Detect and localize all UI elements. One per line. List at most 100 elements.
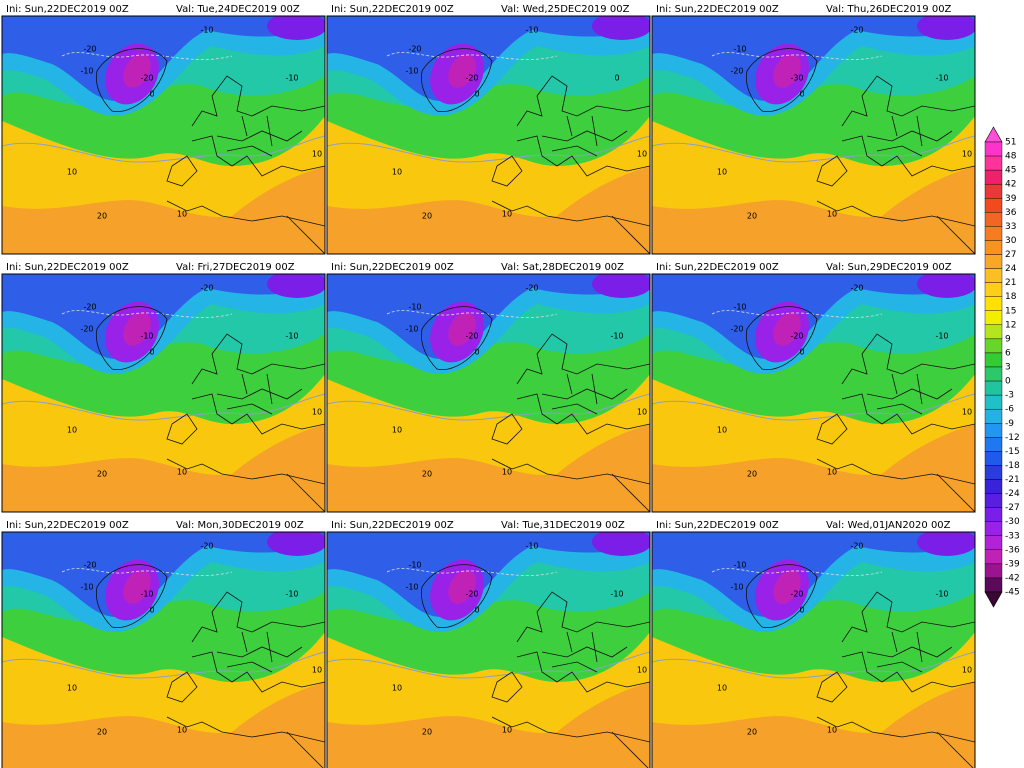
colorbar-box	[984, 338, 1003, 354]
colorbar-box	[984, 549, 1003, 565]
contour-label: -10	[408, 303, 421, 312]
map-panel: Ini: Sun,22DEC2019 00Z Val: Tue,24DEC2019…	[1, 4, 327, 255]
contour-label: -10	[610, 590, 623, 599]
contour-label: 20	[747, 212, 757, 221]
colorbar-box	[984, 198, 1003, 213]
colorbar-box	[984, 169, 1003, 185]
temperature-field	[327, 528, 652, 768]
temperature-field	[2, 270, 327, 512]
contour-label: -20	[140, 74, 153, 83]
contour-label: 10	[312, 666, 322, 675]
valid-time: Val: Sun,29DEC2019 00Z	[826, 262, 952, 273]
contour-label: -10	[405, 67, 418, 76]
colorbar-box	[984, 155, 1003, 171]
map-border	[326, 273, 651, 513]
contour-label: -10	[200, 26, 213, 35]
contour-label: 10	[637, 666, 647, 675]
colorbar-label: 30	[1005, 236, 1017, 246]
colorbar-box	[984, 240, 1003, 255]
colorbar-box	[984, 451, 1003, 466]
colorbar-label: -36	[1005, 545, 1020, 555]
map: -20 -20 -20 -10 0 -10 10 10 20 10	[1, 270, 327, 513]
map-panel: Ini: Sun,22DEC2019 00Z Val: Fri,27DEC2019…	[1, 262, 327, 513]
colorbar-top-arrow	[984, 126, 1003, 143]
colorbar-label: 36	[1005, 208, 1017, 218]
colorbar-box	[984, 282, 1003, 297]
colorbar-box	[984, 324, 1003, 340]
map: -20 -10 -10 -20 0 -10 10 10 20 10	[1, 12, 327, 255]
contour-label: -10	[80, 583, 93, 592]
contour-label: -10	[285, 332, 298, 341]
colorbar-label: 33	[1005, 222, 1016, 232]
colorbar-box	[984, 296, 1003, 311]
contour-label: 10	[177, 726, 187, 735]
colorbar-label: 6	[1005, 348, 1011, 358]
contour-label: -10	[80, 67, 93, 76]
colorbar-box	[984, 479, 1003, 494]
contour-label: 10	[827, 468, 837, 477]
contour-label: -10	[525, 542, 538, 551]
colorbar: 51484542393633302724211815129630-3-6-9-1…	[984, 126, 1020, 608]
colorbar-label: 51	[1005, 138, 1016, 148]
contour-label: -20	[83, 303, 96, 312]
contour-label: 10	[717, 168, 727, 177]
map-panel: Ini: Sun,22DEC2019 00Z Val: Wed,25DEC2019…	[326, 4, 652, 255]
contour-label: 10	[67, 168, 77, 177]
contour-label: 10	[67, 426, 77, 435]
colorbar-label: -30	[1005, 517, 1020, 527]
colorbar-label: 12	[1005, 320, 1016, 330]
contour-label: 0	[149, 90, 154, 99]
map: -10 -20 -20 -30 0 -10 10 10 20 10	[651, 12, 977, 255]
colorbar-label: -39	[1005, 559, 1020, 569]
colorbar-label: 3	[1005, 363, 1011, 373]
map-border	[1, 531, 326, 768]
colorbar-label: 39	[1005, 194, 1017, 204]
contour-label: -10	[935, 74, 948, 83]
valid-time: Val: Thu,26DEC2019 00Z	[826, 4, 952, 15]
colorbar-label: 18	[1005, 292, 1017, 302]
temperature-field	[652, 12, 977, 254]
contour-label: 0	[474, 90, 479, 99]
contour-label: 0	[799, 606, 804, 615]
temperature-field	[2, 12, 327, 254]
contour-label: -20	[80, 325, 93, 334]
contour-label: 0	[474, 606, 479, 615]
contour-label: 10	[392, 168, 402, 177]
colorbar-box	[984, 563, 1003, 579]
map-panel: Ini: Sun,22DEC2019 00Z Val: Wed,01JAN2020…	[651, 520, 977, 768]
map-border	[651, 15, 976, 255]
colorbar-label: -27	[1005, 503, 1020, 513]
contour-label: 10	[637, 408, 647, 417]
map: -20 -20 -10 -10 0 -10 10 10 20 10	[1, 528, 327, 768]
contour-label: 10	[637, 150, 647, 159]
colorbar-label: -15	[1005, 447, 1020, 457]
colorbar-box	[984, 423, 1003, 438]
contour-label: 0	[149, 348, 154, 357]
contour-label: 10	[392, 684, 402, 693]
contour-label: 10	[717, 426, 727, 435]
contour-label: 20	[422, 728, 432, 737]
contour-label: 10	[827, 726, 837, 735]
map-border	[326, 15, 651, 255]
valid-time: Val: Mon,30DEC2019 00Z	[176, 520, 304, 531]
colorbar-label: 24	[1005, 264, 1017, 274]
contour-label: -20	[465, 332, 478, 341]
contour-label: -10	[140, 332, 153, 341]
map-border	[651, 531, 976, 768]
panel-grid: Ini: Sun,22DEC2019 00Z Val: Tue,24DEC2019…	[1, 4, 977, 768]
contour-label: -10	[935, 590, 948, 599]
contour-label: -10	[733, 45, 746, 54]
colorbar-box	[984, 268, 1003, 283]
contour-label: 10	[502, 210, 512, 219]
contour-label: 10	[392, 426, 402, 435]
colorbar-label: -6	[1005, 405, 1014, 415]
contour-label: -10	[733, 561, 746, 570]
contour-label: -20	[408, 45, 421, 54]
contour-label: -20	[465, 74, 478, 83]
colorbar-label: 45	[1005, 166, 1016, 176]
colorbar-box	[984, 437, 1003, 452]
colorbar-label: -9	[1005, 419, 1014, 429]
contour-label: 20	[422, 212, 432, 221]
colorbar-label: -45	[1005, 588, 1020, 598]
colorbar-box	[984, 408, 1003, 424]
